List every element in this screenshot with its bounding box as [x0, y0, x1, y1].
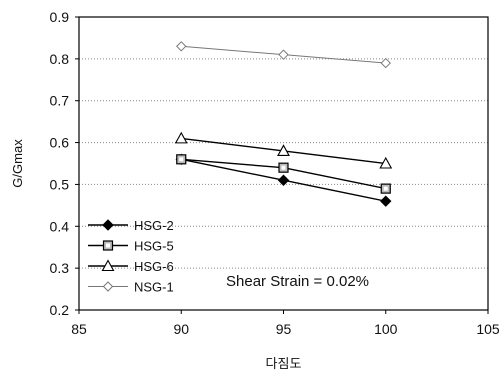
data-point-hsg-5	[380, 183, 391, 194]
y-tick-label: 0.4	[50, 218, 70, 234]
y-tick-label: 0.7	[50, 93, 70, 109]
x-tick-label: 85	[71, 321, 87, 337]
legend-marker-hsg-2	[102, 219, 114, 231]
legend-label-hsg-2: HSG-2	[134, 218, 174, 233]
legend-label-hsg-6: HSG-6	[134, 259, 174, 274]
data-point-hsg-6	[277, 144, 290, 156]
legend-item-hsg-5: HSG-5	[88, 239, 174, 254]
legend-marker-hsg-6	[101, 259, 115, 272]
y-tick-label: 0.5	[50, 176, 70, 192]
legend-label-nsg-1: NSG-1	[134, 280, 174, 295]
legend-label-hsg-5: HSG-5	[134, 239, 174, 254]
y-tick-label: 0.2	[50, 302, 70, 318]
legend-item-hsg-2: HSG-2	[88, 218, 174, 233]
data-point-hsg-2	[277, 174, 290, 186]
legend: HSG-2 HSG-5 HSG-6 NSG-1	[88, 218, 174, 295]
x-axis-label: 다짐도	[266, 356, 302, 371]
legend-marker-hsg-5	[102, 240, 114, 251]
legend-marker-nsg-1	[102, 281, 114, 292]
series-markers	[174, 41, 393, 207]
x-tick-label: 90	[173, 321, 189, 337]
data-point-hsg-6	[174, 131, 188, 144]
x-tick-label: 95	[276, 321, 292, 337]
x-axis-ticks: 85 90 95 100 105	[71, 310, 499, 337]
y-tick-label: 0.9	[50, 9, 70, 25]
data-point-nsg-1	[278, 49, 289, 60]
y-axis-ticks: 0.2 0.3 0.4 0.5 0.6 0.7 0.8 0.9	[50, 9, 79, 318]
x-tick-label: 105	[476, 321, 499, 337]
y-axis-label: G/Gmax	[10, 139, 25, 188]
shear-strain-annotation: Shear Strain = 0.02%	[226, 273, 369, 290]
data-point-nsg-1	[176, 41, 187, 52]
y-tick-label: 0.8	[50, 51, 70, 67]
data-point-hsg-5	[278, 162, 289, 173]
data-point-nsg-1	[380, 57, 391, 69]
legend-item-hsg-6: HSG-6	[88, 259, 174, 274]
legend-item-nsg-1: NSG-1	[88, 280, 174, 295]
y-tick-label: 0.3	[50, 260, 70, 276]
x-tick-label: 100	[374, 321, 398, 337]
y-tick-label: 0.6	[50, 135, 70, 151]
data-point-hsg-2	[380, 195, 392, 207]
data-point-hsg-5	[176, 154, 187, 165]
data-point-hsg-6	[379, 156, 393, 169]
